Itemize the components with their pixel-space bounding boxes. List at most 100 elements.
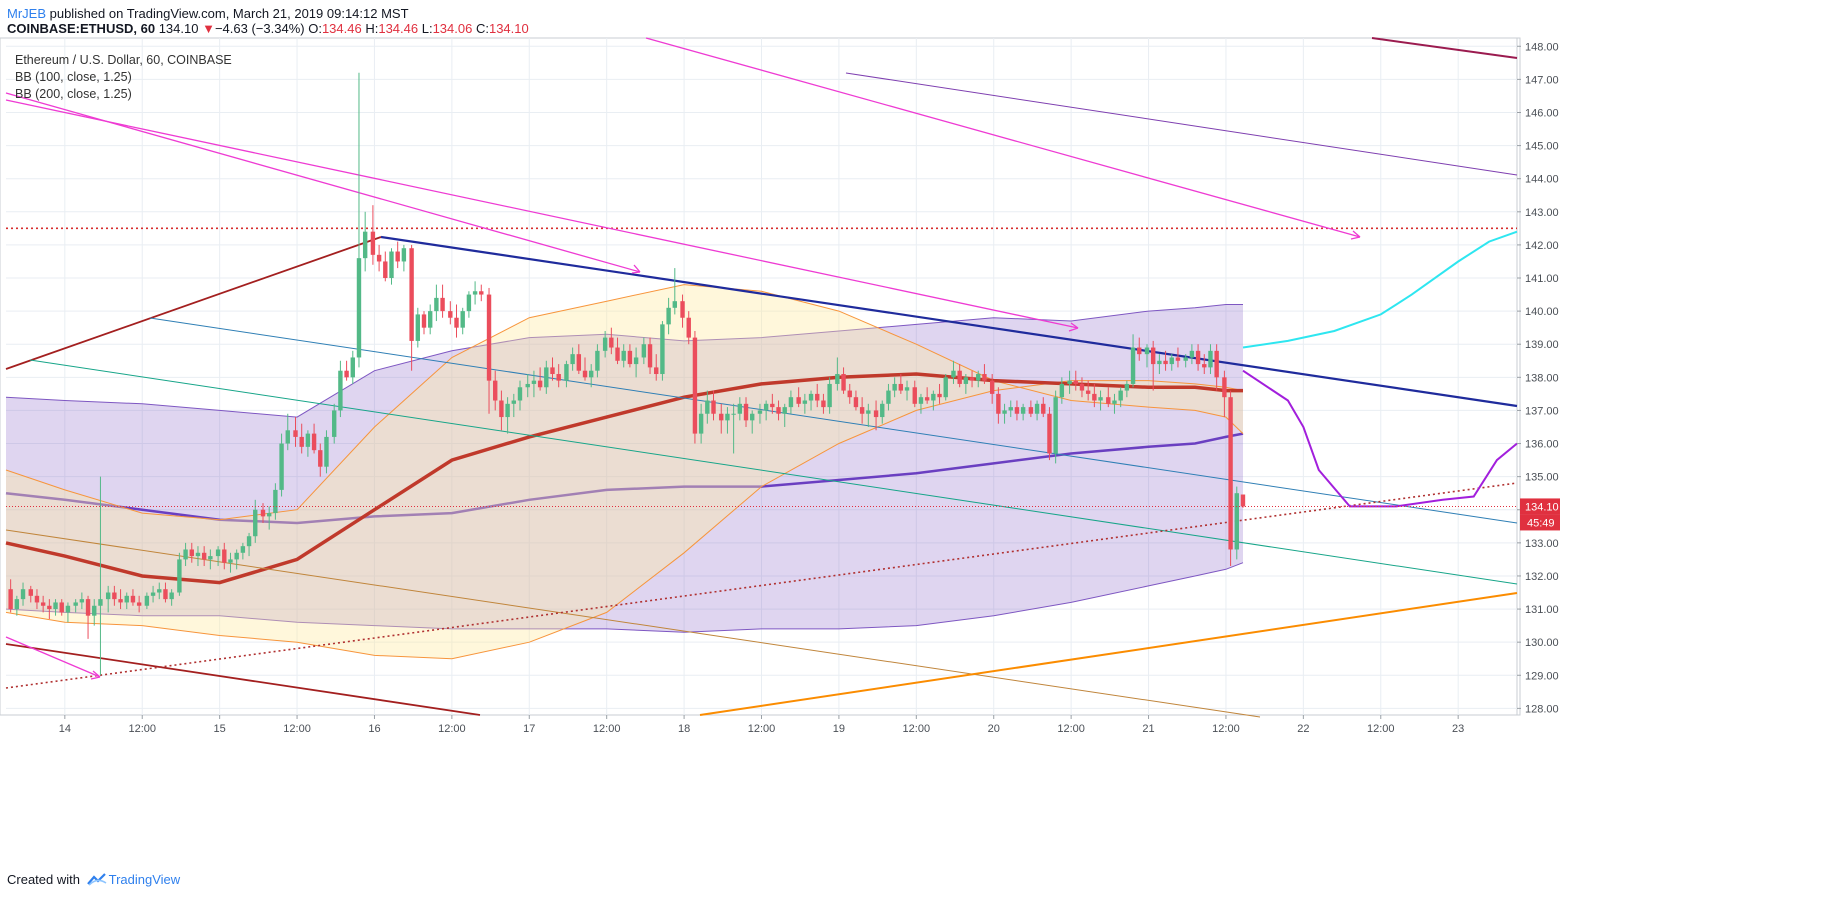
candle-body	[589, 370, 594, 378]
candle-body	[350, 357, 355, 378]
candle-body	[1137, 347, 1142, 355]
candle-body	[951, 370, 956, 378]
candle-body	[169, 592, 174, 600]
candle-body	[918, 397, 924, 404]
candle-body	[660, 324, 665, 375]
candle-body	[47, 605, 52, 610]
tradingview-logo-icon	[86, 872, 107, 889]
candle-body	[602, 337, 608, 351]
time-axis-label: 18	[678, 723, 690, 735]
candle-body	[1234, 493, 1239, 550]
candle-body	[1073, 380, 1078, 384]
candle-body	[34, 595, 40, 603]
candle-body	[743, 403, 749, 421]
candle-body	[228, 559, 233, 563]
price-axis: 128.00 129.00 130.00 131.00 132.00 133.00 134.…	[1517, 41, 1559, 715]
candle-body	[1085, 390, 1091, 394]
price-axis-label: 139.00	[1525, 339, 1559, 351]
candle-body	[633, 357, 639, 365]
arrow-line-magenta-3	[645, 37, 1361, 238]
candle-body	[782, 407, 787, 414]
candle-body	[1130, 347, 1136, 384]
bb100-band-upper	[5, 284, 1244, 521]
candle-body	[499, 400, 504, 418]
low-label: L:	[421, 21, 433, 36]
trendline-tan-thin	[5, 529, 1261, 718]
price-axis-label: 140.00	[1525, 306, 1559, 318]
candle-body	[1008, 407, 1013, 411]
candle-body	[1183, 357, 1188, 361]
candle-body	[157, 589, 162, 593]
trendline-falling-navy	[380, 235, 1518, 408]
candle-body	[253, 509, 258, 537]
candle-body	[517, 387, 523, 401]
created-with-text: Created with	[7, 872, 80, 887]
candle-body	[246, 536, 252, 547]
time-axis-label: 12:00	[283, 723, 311, 735]
candle-body	[466, 294, 472, 312]
candle-body	[976, 374, 981, 381]
chart-title: Ethereum / U.S. Dollar, 60, COINBASE	[15, 53, 232, 67]
candle-body	[705, 400, 710, 414]
candle-body	[847, 390, 852, 398]
candle-body	[1041, 403, 1046, 414]
price-axis-label: 144.00	[1525, 174, 1559, 186]
candle-body	[904, 387, 910, 391]
bb100-band-lower	[5, 380, 1244, 660]
open-label: O:	[308, 21, 322, 36]
candle-body	[525, 383, 530, 388]
bb200-legend[interactable]: BB (200, close, 1.25)	[15, 87, 132, 101]
trendline-falling-red	[5, 643, 481, 716]
candle-body	[434, 297, 439, 312]
candle-body	[873, 410, 879, 418]
candle-body	[299, 436, 304, 447]
candle-body	[686, 317, 691, 338]
candle-body	[124, 595, 129, 603]
bb100-legend[interactable]: BB (100, close, 1.25)	[15, 70, 132, 84]
magenta-arrowhead	[1350, 230, 1361, 240]
candle-body	[1020, 407, 1026, 414]
candle-body	[401, 248, 407, 262]
low-value: 134.06	[432, 21, 473, 36]
trendlines	[5, 37, 1518, 718]
candle-body	[324, 436, 329, 467]
bb100-band-basis	[5, 372, 1243, 585]
time-axis-label: 14	[59, 723, 71, 735]
candle-body	[370, 231, 376, 255]
candle-body	[332, 410, 337, 437]
candle-body	[582, 370, 588, 378]
trendline-dotted-red	[5, 482, 1518, 689]
price-axis-label: 142.00	[1525, 240, 1559, 252]
published-text: published on TradingView.com, March 21, …	[46, 6, 409, 21]
candle-body	[150, 592, 156, 596]
candle-body	[266, 513, 272, 517]
candle-body	[719, 413, 724, 421]
trendline-rising-red	[5, 236, 382, 370]
candle-body	[1214, 350, 1219, 378]
candle-body	[20, 589, 26, 600]
time-axis-label: 19	[833, 723, 845, 735]
price-axis-label: 148.00	[1525, 41, 1559, 53]
candle-body	[1098, 397, 1103, 401]
candle-body	[472, 291, 478, 295]
candle-body	[421, 314, 427, 328]
candle-body	[544, 367, 549, 388]
candle-body	[835, 374, 840, 384]
candle-body	[1059, 383, 1065, 398]
tradingview-link[interactable]: TradingView	[108, 872, 181, 887]
candle-body	[763, 403, 769, 411]
candle-body	[460, 311, 465, 328]
trendline-blue-thin	[149, 317, 1518, 524]
candle-body	[1112, 400, 1117, 404]
candle-body	[1079, 383, 1085, 391]
candle-body	[454, 317, 459, 328]
candle-body	[898, 383, 904, 391]
candle-body	[344, 370, 349, 378]
candle-body	[92, 605, 97, 616]
candle-body	[448, 311, 453, 318]
price-change: −4.63 (−3.34%)	[214, 21, 305, 36]
projection-cyan-curve	[1242, 230, 1518, 349]
candle-body	[1175, 357, 1181, 361]
author-link[interactable]: MrJEB	[7, 6, 46, 21]
